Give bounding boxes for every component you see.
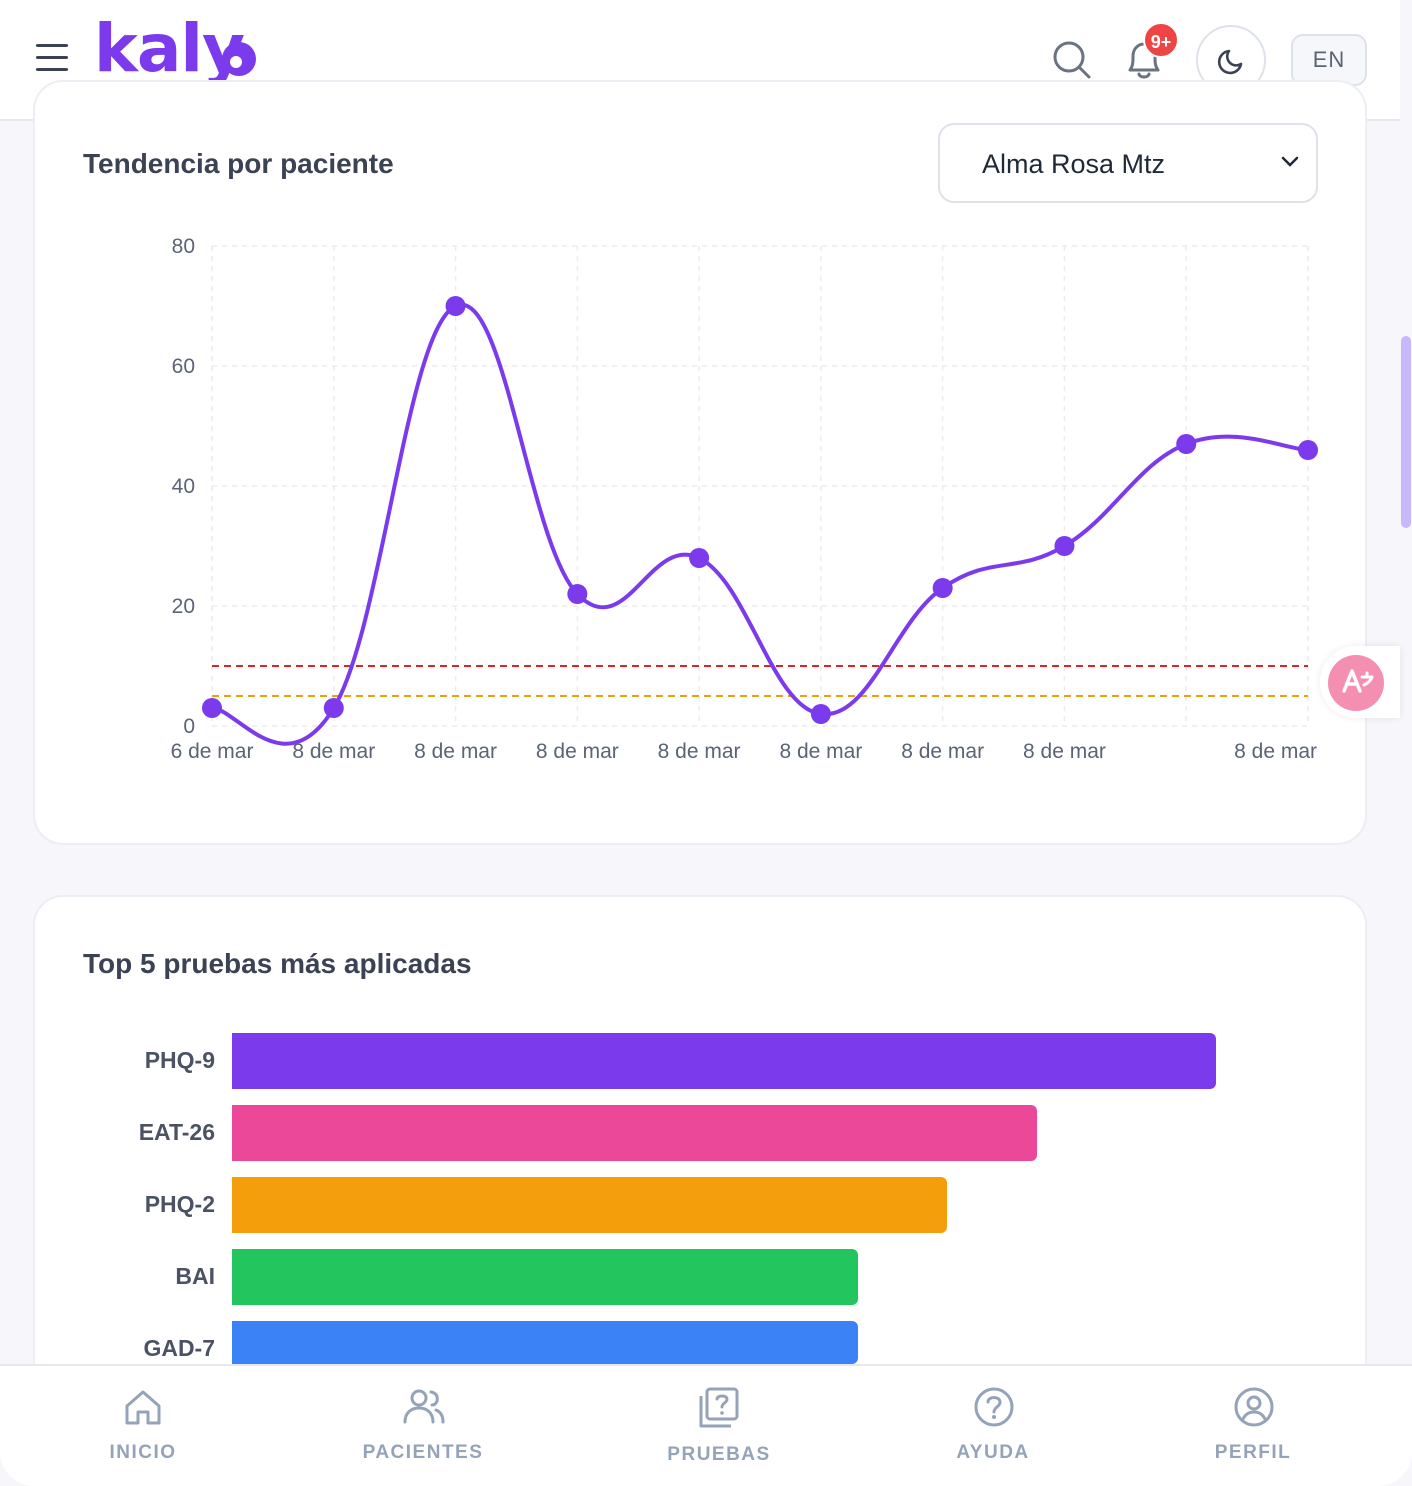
language-button[interactable]: EN xyxy=(1291,34,1367,86)
tests-icon xyxy=(699,1387,739,1428)
nav-item-pacientes[interactable]: PACIENTES xyxy=(323,1366,523,1486)
search-icon[interactable] xyxy=(1052,40,1092,80)
data-point[interactable] xyxy=(1176,434,1197,454)
x-tick-label: 8 de mar xyxy=(1023,740,1106,763)
y-tick-label: 80 xyxy=(172,235,195,258)
app-logo[interactable]: kaly xyxy=(94,10,245,87)
bar-category-label: BAI xyxy=(175,1263,215,1289)
top-tests-card-title: Top 5 pruebas más aplicadas xyxy=(83,948,472,979)
logo-mark xyxy=(222,42,256,76)
x-tick-label: 8 de mar xyxy=(292,740,375,763)
translate-button[interactable] xyxy=(1320,646,1400,718)
trend-card-title: Tendencia por paciente xyxy=(83,148,394,179)
nav-item-pruebas[interactable]: PRUEBAS xyxy=(619,1366,819,1486)
translate-icon xyxy=(1328,655,1384,711)
x-tick-label: 8 de mar xyxy=(658,740,741,763)
nav-item-perfil[interactable]: PERFIL xyxy=(1153,1366,1353,1486)
y-tick-label: 0 xyxy=(183,715,195,738)
nav-item-inicio[interactable]: INICIO xyxy=(43,1366,243,1486)
bar-phq-9[interactable] xyxy=(232,1033,1216,1089)
chevron-down-icon xyxy=(1281,156,1299,167)
nav-label: PERFIL xyxy=(1214,1442,1292,1463)
y-tick-label: 40 xyxy=(172,475,195,498)
data-point[interactable] xyxy=(202,698,222,718)
trend-series-line xyxy=(211,302,1309,746)
menu-icon[interactable] xyxy=(36,44,68,74)
data-point[interactable] xyxy=(567,584,588,604)
data-point[interactable] xyxy=(932,578,953,598)
x-tick-label: 8 de mar xyxy=(1234,740,1317,763)
x-tick-label: 8 de mar xyxy=(414,740,497,763)
nav-label: AYUDA xyxy=(956,1442,1030,1463)
bar-bai[interactable] xyxy=(232,1249,858,1305)
x-tick-label: 6 de mar xyxy=(171,740,254,763)
help-icon xyxy=(974,1387,1014,1427)
x-tick-label: 8 de mar xyxy=(779,740,862,763)
bar-category-label: PHQ-9 xyxy=(144,1047,215,1073)
bar-category-label: PHQ-2 xyxy=(144,1191,215,1217)
data-point[interactable] xyxy=(810,704,831,724)
trend-card xyxy=(33,80,1367,845)
home-icon xyxy=(125,1390,161,1425)
page-scrollbar[interactable] xyxy=(1401,336,1411,528)
data-point[interactable] xyxy=(689,548,710,568)
users-icon xyxy=(403,1389,445,1424)
nav-label: PRUEBAS xyxy=(667,1444,771,1465)
x-tick-label: 8 de mar xyxy=(536,740,619,763)
moon-icon xyxy=(1217,49,1243,75)
y-tick-label: 60 xyxy=(172,355,195,378)
data-point[interactable] xyxy=(1054,536,1075,556)
data-point[interactable] xyxy=(1298,440,1318,460)
bar-gad-7[interactable] xyxy=(232,1321,858,1364)
data-point[interactable] xyxy=(323,698,344,718)
bar-category-label: GAD-7 xyxy=(143,1335,215,1361)
trend-line-chart: 0 20 40 60 80 6 de mar 8 de mar 8 de mar 8 de m… xyxy=(171,235,1318,763)
nav-label: PACIENTES xyxy=(362,1442,484,1463)
bar-category-label: EAT-26 xyxy=(138,1119,215,1145)
x-tick-label: 8 de mar xyxy=(901,740,984,763)
notification-badge: 9+ xyxy=(1143,22,1179,58)
bottom-navigation: INICIO PACIENTES PRUEBAS AYUDA PERFIL xyxy=(0,1364,1412,1486)
patient-select[interactable]: Alma Rosa Mtz xyxy=(938,123,1318,203)
nav-label: INICIO xyxy=(109,1442,177,1463)
nav-item-ayuda[interactable]: AYUDA xyxy=(893,1366,1093,1486)
data-point[interactable] xyxy=(445,296,466,316)
profile-icon xyxy=(1234,1387,1274,1427)
patient-select-value: Alma Rosa Mtz xyxy=(982,149,1166,179)
y-tick-label: 20 xyxy=(172,595,195,618)
bar-eat-26[interactable] xyxy=(232,1105,1037,1161)
bar-phq-2[interactable] xyxy=(232,1177,948,1233)
